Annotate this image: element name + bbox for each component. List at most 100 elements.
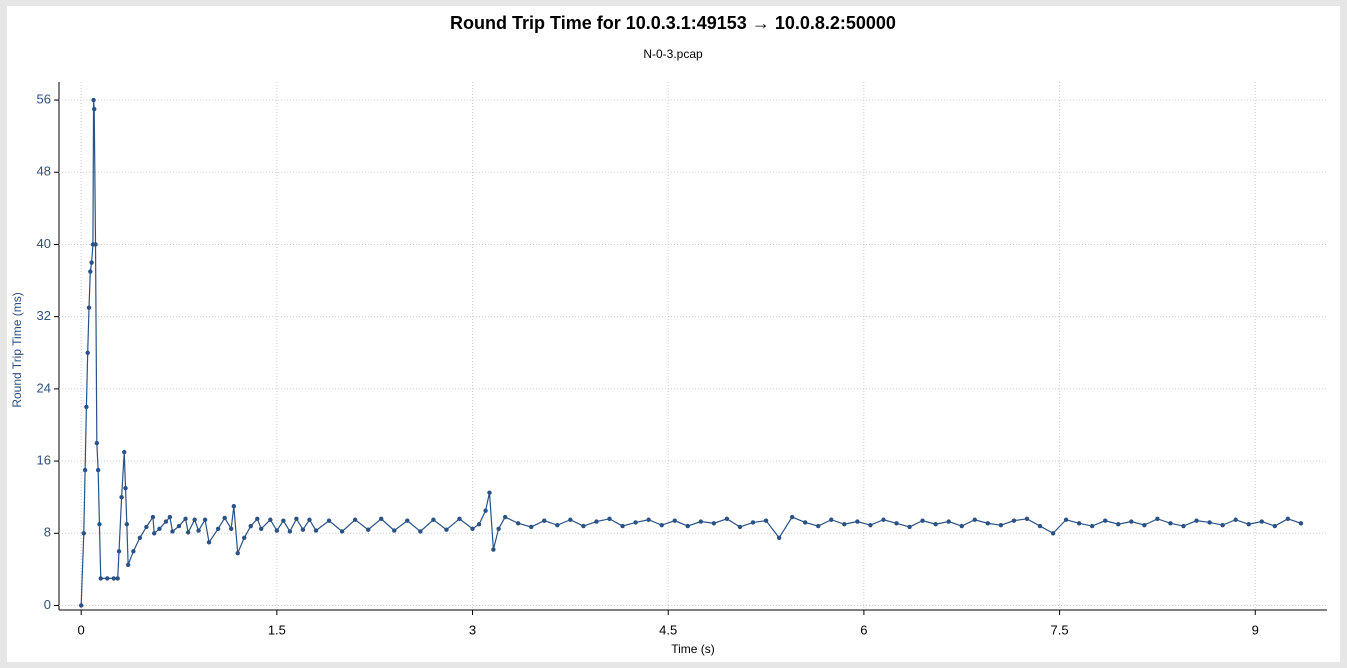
data-point (163, 519, 169, 524)
data-point (167, 514, 173, 520)
data-point (470, 526, 475, 531)
data-point (97, 522, 102, 527)
data-point (555, 522, 560, 528)
data-point (123, 485, 128, 491)
data-point (972, 517, 977, 522)
data-point (594, 519, 599, 524)
data-point (122, 449, 127, 455)
data-point (1155, 516, 1160, 522)
data-point (487, 490, 492, 495)
data-point (86, 305, 92, 310)
data-point (119, 494, 124, 500)
y-tick-label: 0 (44, 597, 51, 612)
data-point (529, 524, 534, 530)
data-point (1259, 519, 1264, 524)
data-point (242, 535, 247, 540)
data-point (137, 535, 143, 540)
data-point (789, 514, 795, 520)
data-point (105, 576, 110, 581)
x-tick-label: 0 (78, 622, 85, 637)
data-point (802, 520, 808, 525)
data-point (816, 523, 821, 529)
data-point (92, 106, 97, 112)
data-point (405, 518, 410, 523)
data-point (144, 524, 149, 530)
y-tick-label: 48 (37, 164, 51, 179)
data-point (985, 521, 991, 526)
data-point (685, 523, 690, 529)
data-point (881, 517, 886, 522)
data-point (131, 549, 136, 554)
data-point (711, 521, 717, 526)
data-point (206, 540, 212, 545)
data-point (1194, 518, 1199, 523)
chart-subtitle: N-0-3.pcap (643, 47, 703, 61)
data-point (326, 518, 332, 523)
data-point (125, 562, 131, 568)
data-point (620, 523, 625, 529)
data-point (1207, 520, 1212, 525)
data-point (95, 467, 101, 473)
data-point (115, 576, 120, 581)
data-point (724, 516, 730, 522)
data-point (1050, 531, 1056, 536)
data-point (222, 515, 227, 521)
data-point (215, 526, 221, 531)
data-point (568, 517, 573, 522)
data-point (855, 519, 860, 524)
data-point (183, 516, 188, 522)
data-point (231, 504, 237, 509)
data-point (698, 519, 704, 524)
data-point (1142, 522, 1147, 528)
data-point (491, 547, 496, 552)
data-point (268, 517, 273, 522)
x-tick-label: 9 (1252, 622, 1259, 637)
data-point (185, 530, 191, 535)
data-point (365, 527, 371, 532)
y-tick-label: 24 (37, 380, 51, 395)
data-point (894, 521, 899, 526)
data-point (646, 517, 651, 522)
data-point (1272, 523, 1278, 529)
y-tick-label: 8 (44, 525, 51, 540)
data-point (1024, 516, 1030, 522)
data-point (933, 522, 938, 527)
data-point (89, 260, 94, 265)
data-point (91, 97, 96, 103)
data-point (98, 576, 103, 581)
data-point (1181, 523, 1186, 529)
y-tick-label: 32 (37, 308, 51, 323)
data-point (959, 523, 964, 529)
data-point (157, 526, 162, 531)
data-point (281, 518, 286, 523)
data-point (418, 529, 423, 534)
y-tick-label: 40 (37, 236, 51, 251)
data-point (170, 529, 175, 534)
data-point (202, 517, 208, 522)
x-tick-label: 3 (469, 622, 476, 637)
x-axis-label: Time (s) (671, 642, 715, 656)
y-tick-label: 56 (37, 91, 51, 106)
data-point (907, 524, 912, 530)
data-point (1116, 522, 1121, 527)
x-tick-label: 4.5 (659, 622, 677, 637)
data-point (152, 531, 157, 536)
data-point (307, 517, 312, 522)
data-point (1233, 517, 1238, 522)
data-point (300, 527, 306, 532)
data-point (1246, 522, 1251, 527)
data-point (116, 549, 122, 554)
data-point (581, 523, 586, 529)
data-point (248, 523, 253, 529)
data-point (392, 528, 397, 533)
data-point (176, 523, 182, 529)
data-point (607, 516, 612, 522)
panel (7, 6, 1340, 662)
data-point (946, 519, 951, 524)
y-tick-label: 16 (37, 453, 51, 468)
data-point (379, 516, 384, 522)
data-point (192, 517, 197, 522)
data-point (85, 350, 90, 355)
data-point (476, 522, 482, 527)
